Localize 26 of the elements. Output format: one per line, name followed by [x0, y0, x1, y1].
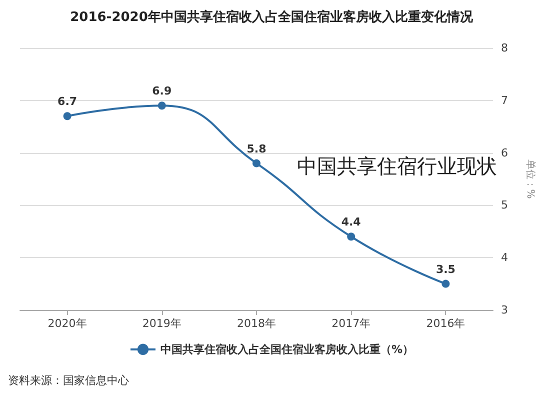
- y-tick-label: 4: [501, 251, 508, 264]
- point: [442, 280, 450, 288]
- point: [252, 159, 260, 168]
- x-tick-label: 2017年: [332, 317, 371, 330]
- data-label: 6.9: [152, 84, 172, 98]
- y-tick-label: 3: [501, 304, 508, 316]
- y-tick-label: 7: [501, 94, 508, 107]
- y-axis-title: 单位：%: [524, 159, 536, 199]
- y-tick-label: 6: [501, 146, 508, 160]
- x-tick-label: 2018年: [237, 317, 276, 330]
- annotation: 中国共享住宿行业现状: [297, 154, 497, 178]
- data-label: 6.7: [58, 95, 78, 108]
- y-tick-label: 8: [501, 42, 508, 54]
- point: [347, 232, 356, 241]
- x-tick-label: 2016年: [426, 317, 466, 330]
- point: [158, 102, 166, 110]
- data-label: 4.4: [341, 216, 362, 229]
- data-label: 3.5: [436, 262, 456, 276]
- data-label: 5.8: [246, 142, 266, 156]
- x-tick-label: 2020年: [48, 317, 87, 330]
- text: 资料来源：国家信息中心: [8, 374, 129, 387]
- chart-title: 2016-2020年中国共享住宿收入占全国住宿业客房收入比重变化情况: [70, 9, 474, 25]
- legend-label: 中国共享住宿收入占全国住宿业客房收入比重（%）: [160, 342, 414, 356]
- x-tick-label: 2019年: [142, 317, 182, 330]
- y-tick-label: 5: [501, 198, 508, 212]
- point: [63, 112, 72, 120]
